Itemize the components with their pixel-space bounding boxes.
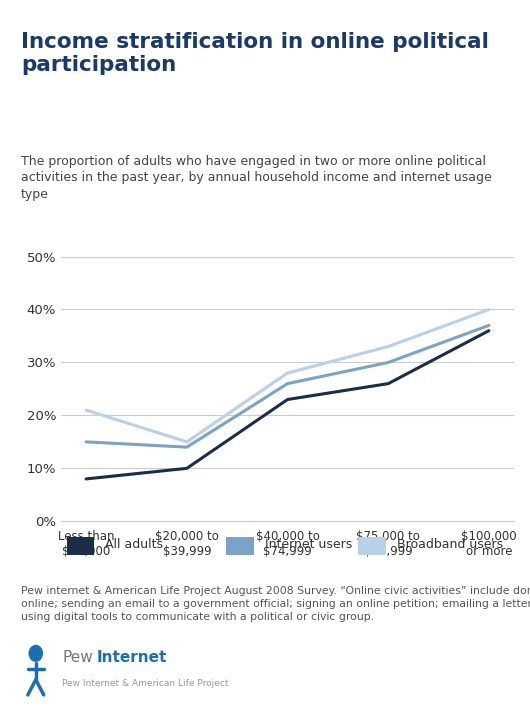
Text: Internet: Internet [97, 649, 167, 664]
Text: The proportion of adults who have engaged in two or more online political
activi: The proportion of adults who have engage… [21, 155, 492, 201]
Text: Pew Internet & American Life Project: Pew Internet & American Life Project [63, 679, 229, 688]
Bar [226, 536, 253, 554]
Bar [358, 536, 386, 554]
Ellipse shape [29, 645, 43, 662]
Text: All adults: All adults [105, 538, 163, 551]
Text: Pew: Pew [63, 649, 93, 664]
Bar [67, 536, 94, 554]
Text: Internet users: Internet users [265, 538, 352, 551]
Text: Broadband users: Broadband users [397, 538, 504, 551]
Text: Pew internet & American Life Project August 2008 Survey. “Online civic activitie: Pew internet & American Life Project Aug… [21, 586, 530, 622]
Text: Income stratification in online political
participation: Income stratification in online politica… [21, 32, 489, 75]
